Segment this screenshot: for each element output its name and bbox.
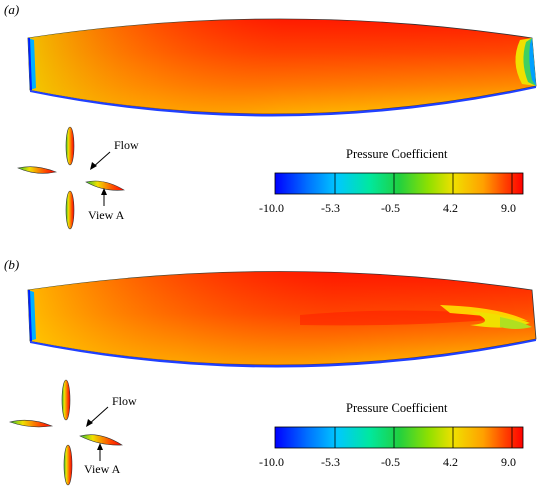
panel-b-graphic: Flow View A Pressure Coefficient -10.0 -… <box>8 271 537 486</box>
panel-label: (a) <box>4 2 20 17</box>
view-label: View A <box>84 462 121 476</box>
blade-contour <box>27 271 537 368</box>
rotor-blade-bottom <box>63 444 73 486</box>
flow-label: Flow <box>114 138 139 152</box>
colorbar-tick: 9.0 <box>501 455 516 469</box>
rotor-blade-left <box>8 419 54 428</box>
rotor-blade-right <box>79 434 123 446</box>
rotor-blade-left <box>17 166 58 174</box>
colorbar-tick: 4.2 <box>443 455 458 469</box>
panel-a-graphic: Flow View A Pressure Coefficient -10.0 -… <box>17 18 537 230</box>
rotor-sketch: Flow View A <box>8 379 137 486</box>
panel-label: (b) <box>4 257 20 272</box>
rotor-sketch: Flow View A <box>17 126 139 230</box>
view-label: View A <box>88 208 125 222</box>
rotor-blade-bottom <box>65 190 75 230</box>
colorbar-tick: 9.0 <box>501 201 516 215</box>
rotor-blade-top <box>65 126 75 166</box>
colorbar: Pressure Coefficient -10.0 -5.3 -0.5 4.2… <box>259 401 524 469</box>
colorbar-tick: -0.5 <box>381 201 400 215</box>
colorbar-tick: 4.2 <box>443 201 458 215</box>
colorbar-tick: -10.0 <box>259 201 284 215</box>
colorbar-title: Pressure Coefficient <box>346 401 448 415</box>
panel-a: (a) <box>0 0 550 245</box>
flow-label: Flow <box>112 394 137 408</box>
colorbar-title: Pressure Coefficient <box>346 147 448 161</box>
colorbar-tick: -5.3 <box>321 455 340 469</box>
blade-contour <box>27 18 537 117</box>
colorbar-tick: -10.0 <box>259 455 284 469</box>
colorbar-tick: -0.5 <box>381 455 400 469</box>
colorbar-tick: -5.3 <box>321 201 340 215</box>
rotor-blade-top <box>61 379 71 421</box>
colorbar: Pressure Coefficient -10.0 -5.3 -0.5 4.2… <box>259 147 524 215</box>
rotor-blade-right <box>85 180 125 191</box>
panel-b: (b) <box>0 255 550 500</box>
